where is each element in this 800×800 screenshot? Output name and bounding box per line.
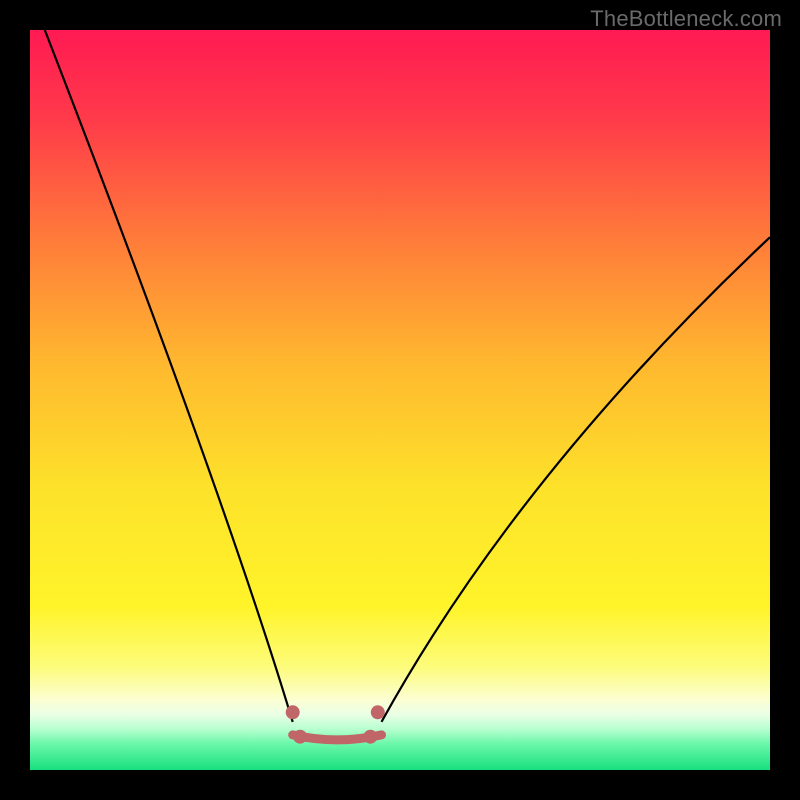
chart-frame: TheBottleneck.com [0, 0, 800, 800]
cap-right-low [363, 730, 377, 744]
plot-area [30, 30, 770, 770]
cap-left-low [293, 730, 307, 744]
curve-right-branch [382, 237, 771, 722]
curve-left-branch [45, 30, 293, 722]
cap-right [371, 705, 385, 719]
cap-left [286, 705, 300, 719]
curve-layer [30, 30, 770, 770]
watermark-text: TheBottleneck.com [590, 6, 782, 32]
